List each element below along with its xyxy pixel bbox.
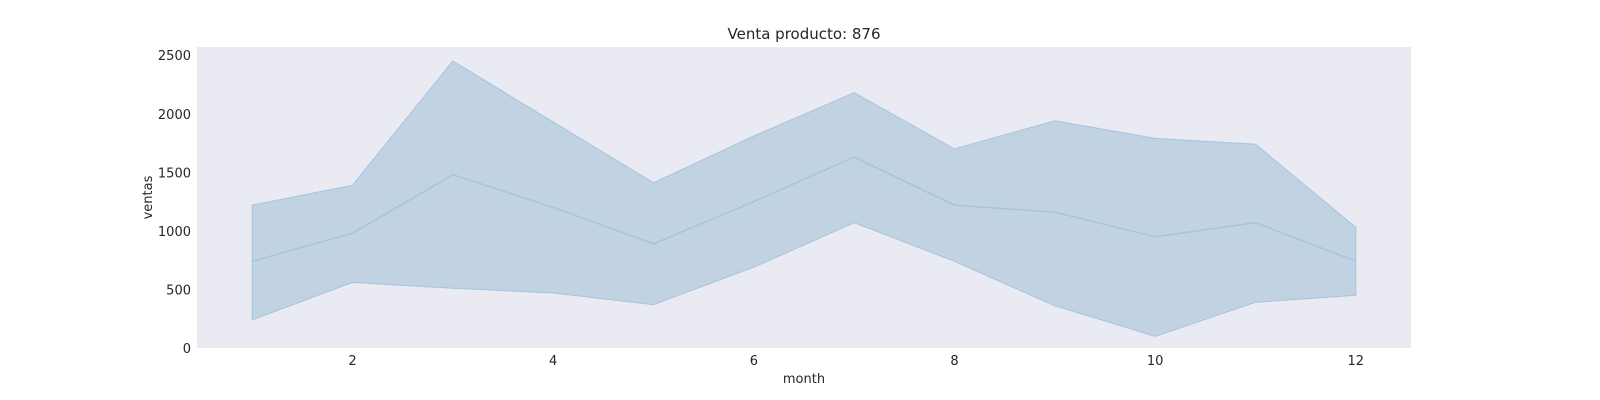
y-tick-label: 2000: [158, 108, 191, 123]
x-tick-label: 8: [950, 354, 958, 369]
x-tick-label: 4: [549, 354, 557, 369]
x-axis-label: month: [783, 372, 825, 387]
y-tick-labels: 0 500 1000 1500 2000 2500: [158, 49, 191, 357]
y-tick-label: 2500: [158, 49, 191, 64]
x-tick-labels: 2 4 6 8 10 12: [348, 354, 1364, 369]
x-tick-label: 10: [1147, 354, 1164, 369]
confidence-band: [251, 60, 1357, 337]
y-tick-label: 0: [183, 342, 191, 357]
x-tick-label: 2: [348, 354, 356, 369]
y-axis-label: ventas: [141, 175, 156, 219]
x-tick-label: 12: [1348, 354, 1365, 369]
y-tick-label: 1500: [158, 166, 191, 181]
y-tick-label: 1000: [158, 225, 191, 240]
chart-title: Venta producto: 876: [728, 25, 881, 43]
x-tick-label: 6: [750, 354, 758, 369]
series-line: [251, 156, 1357, 263]
confidence-band-layer: [251, 60, 1357, 337]
series-line-layer: [251, 156, 1357, 263]
y-tick-label: 500: [166, 283, 191, 298]
